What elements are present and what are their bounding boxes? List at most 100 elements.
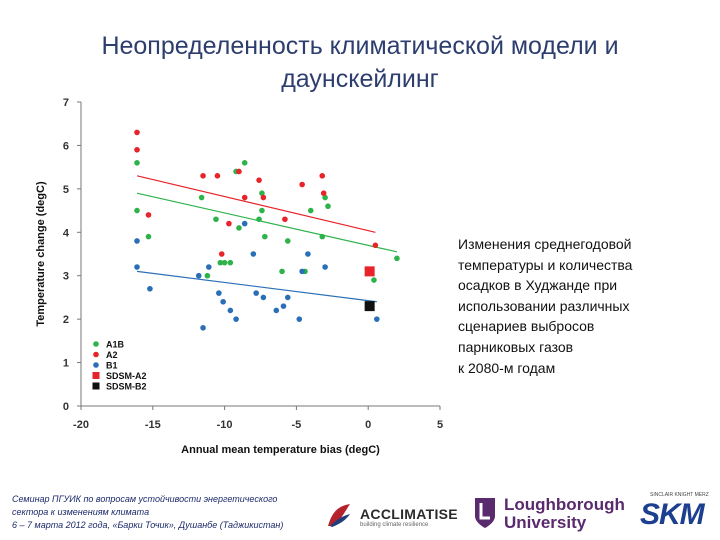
point-b1 [296,316,303,322]
footer-line: 6 – 7 марта 2012 года, «Барки Точик», Ду… [12,520,284,530]
acclimatise-logo: ACCLIMATISE building climate resilience [324,498,464,534]
side-description: Изменения среднегодовой температуры и ко… [458,234,698,378]
trendline-b1 [136,270,377,303]
point-b1 [322,264,328,270]
footer-line: Семинар ПГУИК по вопросам устойчивости э… [12,494,278,504]
point-b1 [233,316,239,322]
acclimatise-mark-icon [328,504,350,527]
point-a2 [226,220,232,227]
chart-svg: 0 1 2 3 4 5 6 7 -20 -15 -10 -5 0 5 Annual mean tempera… [35,97,443,456]
title-line-1: Неопределенность климатической модели и [101,32,619,60]
point-b1 [200,325,206,331]
point-a2 [299,181,305,188]
legend-marker [93,362,99,368]
legend-label: A2 [106,350,118,360]
point-a1b [241,160,248,166]
legend-marker [93,341,99,347]
x-tick-label: 0 [365,419,371,431]
point-a2 [218,251,225,257]
point-a2 [214,173,221,179]
point-a2 [256,177,262,183]
point-a1b [319,233,326,240]
side-line: сценариев выбросов [458,318,595,335]
point-a1b [259,207,265,214]
point-a1b [325,203,331,210]
footer-note: Семинар ПГУИК по вопросам устойчивости э… [12,493,312,532]
point-a1b [371,277,377,283]
acclimatise-tagline: building climate resilience [360,522,429,528]
point-a1b [213,216,219,223]
point-b1 [299,268,305,275]
point-sdsm-b2 [364,301,375,312]
point-b1 [147,285,153,292]
point-b1 [253,290,259,296]
skm-wordmark: SKM [640,498,705,531]
point-a1b [217,259,224,266]
x-tick-label: -20 [73,419,89,431]
footer-line: сектора к изменениям климата [12,507,150,517]
legend-label: B1 [106,361,118,371]
point-a2 [241,194,248,201]
point-a2 [134,146,140,153]
point-a1b [307,207,314,214]
y-tick-label: 5 [63,184,69,196]
point-a1b [322,194,328,201]
point-a2 [200,173,206,179]
point-b1 [206,264,212,270]
slide-title: Неопределенность климатической модели и … [40,30,680,96]
y-tick-label: 0 [63,401,69,413]
point-b1 [280,303,287,309]
side-line: парниковых газов [458,338,574,355]
trendline-a1b [136,192,398,253]
trendline-a2 [136,175,376,233]
point-b1 [216,290,222,296]
skm-subtitle: SINCLAIR KNIGHT MERZ [650,492,709,498]
point-a2 [282,216,288,223]
x-tick-label: 5 [437,419,443,431]
point-a1b [284,238,291,244]
point-a2 [145,212,152,218]
y-tick-label: 4 [63,227,70,239]
y-tick-label: 7 [63,97,69,109]
x-axis-label: Annual mean temperature bias (degC) [181,444,380,456]
point-a2 [134,129,140,136]
skm-logo: SINCLAIR KNIGHT MERZ SKM [640,492,716,536]
point-b1 [134,238,140,244]
point-b1 [250,251,257,257]
point-a1b [204,272,211,279]
y-tick-label: 6 [63,140,69,152]
point-b1 [195,272,202,279]
y-tick-label: 3 [63,271,69,283]
point-b1 [273,307,280,314]
point-b1 [284,294,291,301]
title-line-2: даунскейлинг [281,65,439,93]
scatter-chart: 0 1 2 3 4 5 6 7 -20 -15 -10 -5 0 5 Annual mean tempera… [28,90,458,470]
point-a1b [394,255,400,262]
legend-label: SDSM-B2 [106,382,147,392]
legend-label: SDSM-A2 [106,371,147,381]
x-tick-label: -5 [292,419,302,431]
point-b1 [227,307,234,314]
side-line: осадков в Худжанде при [458,277,618,294]
y-tick-label: 1 [63,358,69,370]
point-a2 [236,168,242,175]
point-b1 [220,298,226,305]
loughborough-line-1: Loughborough [504,495,625,514]
point-a2 [320,190,327,196]
acclimatise-name: ACCLIMATISE [360,506,458,522]
point-a2 [372,242,379,249]
point-a1b [262,233,268,240]
side-line: к 2080-м годам [458,359,556,376]
x-tick-label: -15 [145,419,161,431]
legend-marker [92,382,100,390]
point-a1b [256,216,262,223]
point-b1 [134,264,140,270]
point-a1b [279,268,285,275]
point-b1 [260,294,267,301]
point-a2 [260,194,267,201]
point-a1b [134,207,140,214]
loughborough-mark-icon [475,498,495,528]
point-b1 [374,316,380,322]
point-sdsm-a2 [364,266,375,277]
point-a1b [221,259,228,266]
